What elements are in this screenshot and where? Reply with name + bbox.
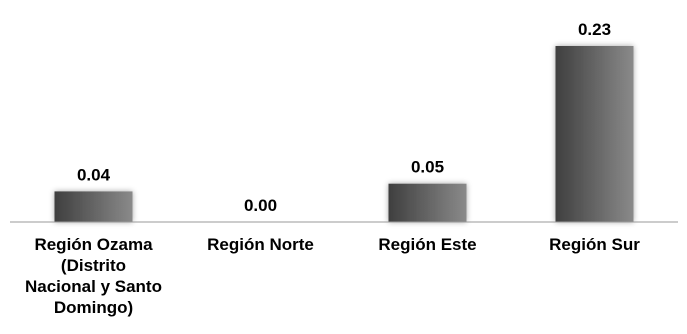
category-label-4: Región Sur <box>549 235 640 254</box>
bar-1 <box>54 191 133 222</box>
category-label-1-line-1: Región Ozama <box>34 235 153 254</box>
category-labels-group: Región Ozama (Distrito Nacional y Santo Dom… <box>25 235 640 317</box>
category-label-1-line-2: (Distrito <box>61 256 126 275</box>
bars-group <box>54 46 634 222</box>
value-label-4: 0.23 <box>578 20 611 39</box>
category-label-2-line-1: Región Norte <box>207 235 314 254</box>
value-labels-group: 0.04 0.00 0.05 0.23 <box>77 20 611 215</box>
category-label-2: Región Norte <box>207 235 314 254</box>
category-label-3: Región Este <box>378 235 476 254</box>
category-label-3-line-1: Región Este <box>378 235 476 254</box>
category-label-1-line-3: Nacional y Santo <box>25 277 162 296</box>
value-label-2: 0.00 <box>244 196 277 215</box>
category-label-4-line-1: Región Sur <box>549 235 640 254</box>
value-label-1: 0.04 <box>77 165 111 184</box>
value-label-3: 0.05 <box>411 158 444 177</box>
bar-4 <box>555 46 634 222</box>
category-label-1: Región Ozama (Distrito Nacional y Santo Dom… <box>25 235 162 317</box>
category-label-1-line-4: Domingo) <box>54 298 133 317</box>
bar-3 <box>388 183 467 222</box>
